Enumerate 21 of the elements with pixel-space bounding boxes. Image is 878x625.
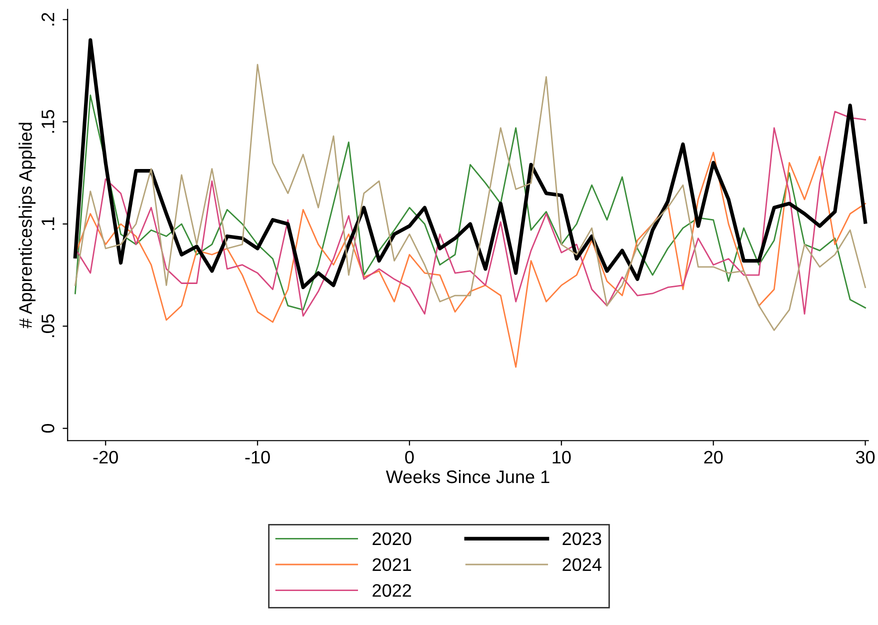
legend-label: 2021 [372,558,412,571]
x-tick-label: -20 [93,450,118,464]
y-tick-label: .15 [42,110,54,133]
x-axis-title: Weeks Since June 1 [386,470,550,484]
y-tick-label: .2 [42,12,54,26]
y-tick-label: 0 [42,424,54,433]
x-tick-label: -10 [245,450,270,464]
legend-label: 2023 [562,532,602,546]
y-tick-label: .05 [42,314,54,338]
line-series [74,152,866,368]
legend-label: 2020 [372,532,412,546]
legend-label: 2024 [562,558,602,571]
x-tick-label: 20 [704,450,723,464]
legend-label: 2022 [372,584,412,597]
y-tick-label: .1 [42,217,54,230]
x-tick-label: 10 [552,450,571,464]
x-tick-label: 30 [856,450,875,464]
line-series [74,64,866,331]
x-tick-label: 0 [405,450,414,464]
y-axis-title: # Apprenticeships Applied [18,122,36,328]
line-series [73,38,868,290]
